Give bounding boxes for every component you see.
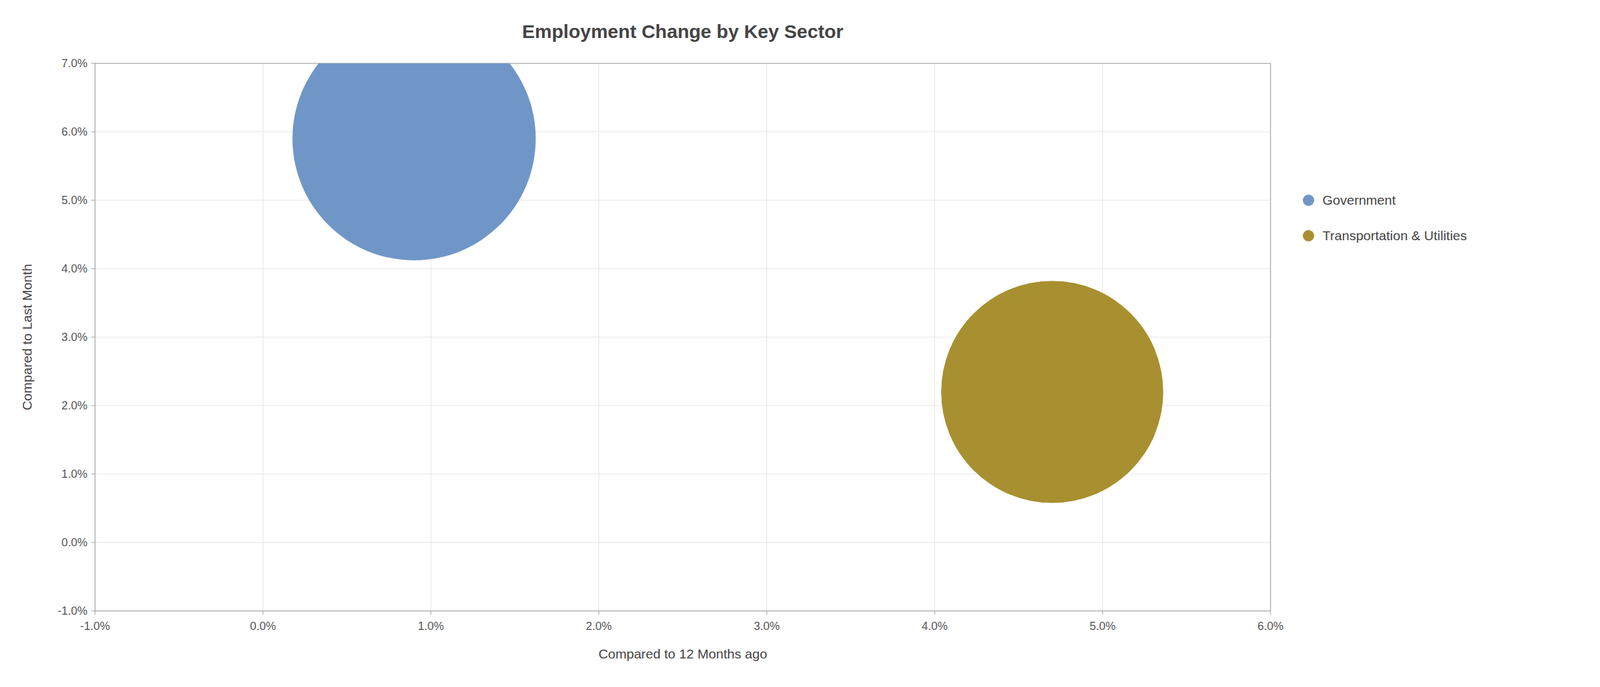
legend-label: Government xyxy=(1322,192,1396,208)
legend-marker xyxy=(1302,194,1315,206)
legend-marker xyxy=(1302,230,1315,242)
x-tick-label: 3.0% xyxy=(753,619,780,633)
x-tick-label: -1.0% xyxy=(79,619,110,633)
y-grid-line xyxy=(95,131,1271,133)
y-tick-label: 0.0% xyxy=(61,536,88,549)
x-tick xyxy=(1102,610,1104,615)
series xyxy=(940,280,1163,503)
x-tick xyxy=(430,610,432,615)
x-tick-label: 2.0% xyxy=(585,619,612,633)
x-tick-label: 4.0% xyxy=(921,619,948,633)
y-axis-label: Compared to Last Month xyxy=(19,263,35,410)
x-axis-label: Compared to 12 Months ago xyxy=(598,646,767,661)
x-tick-label: 6.0% xyxy=(1257,619,1284,633)
y-grid-line xyxy=(95,542,1271,544)
y-tick xyxy=(91,405,96,407)
title: Employment Change by Key Sector xyxy=(522,20,844,42)
plot-frame xyxy=(95,63,1271,611)
y-tick-label: 5.0% xyxy=(61,193,88,207)
bubble xyxy=(292,63,537,261)
background xyxy=(0,0,1600,687)
x-tick-label: 5.0% xyxy=(1089,619,1116,633)
y-tick xyxy=(91,200,96,201)
x-tick xyxy=(766,610,768,615)
y-tick xyxy=(91,542,96,544)
y-tick xyxy=(91,337,96,338)
y-tick xyxy=(91,131,96,133)
y-tick xyxy=(91,268,96,270)
y-tick-label: -1.0% xyxy=(57,604,88,618)
x-tick xyxy=(598,610,600,615)
y-tick-label: 4.0% xyxy=(61,262,88,276)
legend: Government Transportation & Utilities xyxy=(1302,192,1467,243)
y-tick-label: 1.0% xyxy=(61,467,88,481)
y-tick-label: 2.0% xyxy=(61,399,88,412)
x-tick xyxy=(934,610,936,615)
y-tick-label: 6.0% xyxy=(61,125,88,139)
y-tick xyxy=(91,610,96,612)
x-tick xyxy=(95,610,96,615)
x-tick xyxy=(1270,610,1272,615)
y-tick-label: 7.0% xyxy=(61,57,88,70)
series xyxy=(292,63,537,261)
y-grid-line xyxy=(95,200,1271,201)
y-tick xyxy=(91,63,96,64)
x-tick-label: 1.0% xyxy=(417,619,444,633)
chart: -1.0% 0.0% 1.0% 2.0% 3.0% 4.0% 5.0% 6.0% -1.0% 0.… xyxy=(0,0,1600,687)
y-tick-label: 3.0% xyxy=(61,330,88,344)
x-tick-label: 0.0% xyxy=(249,619,276,633)
x-tick xyxy=(262,610,264,615)
bubble xyxy=(940,280,1163,503)
y-grid-line xyxy=(95,268,1271,270)
grid xyxy=(95,63,1271,611)
data-marks xyxy=(292,63,1164,504)
y-tick xyxy=(91,473,96,475)
legend-label: Transportation & Utilities xyxy=(1322,228,1467,243)
